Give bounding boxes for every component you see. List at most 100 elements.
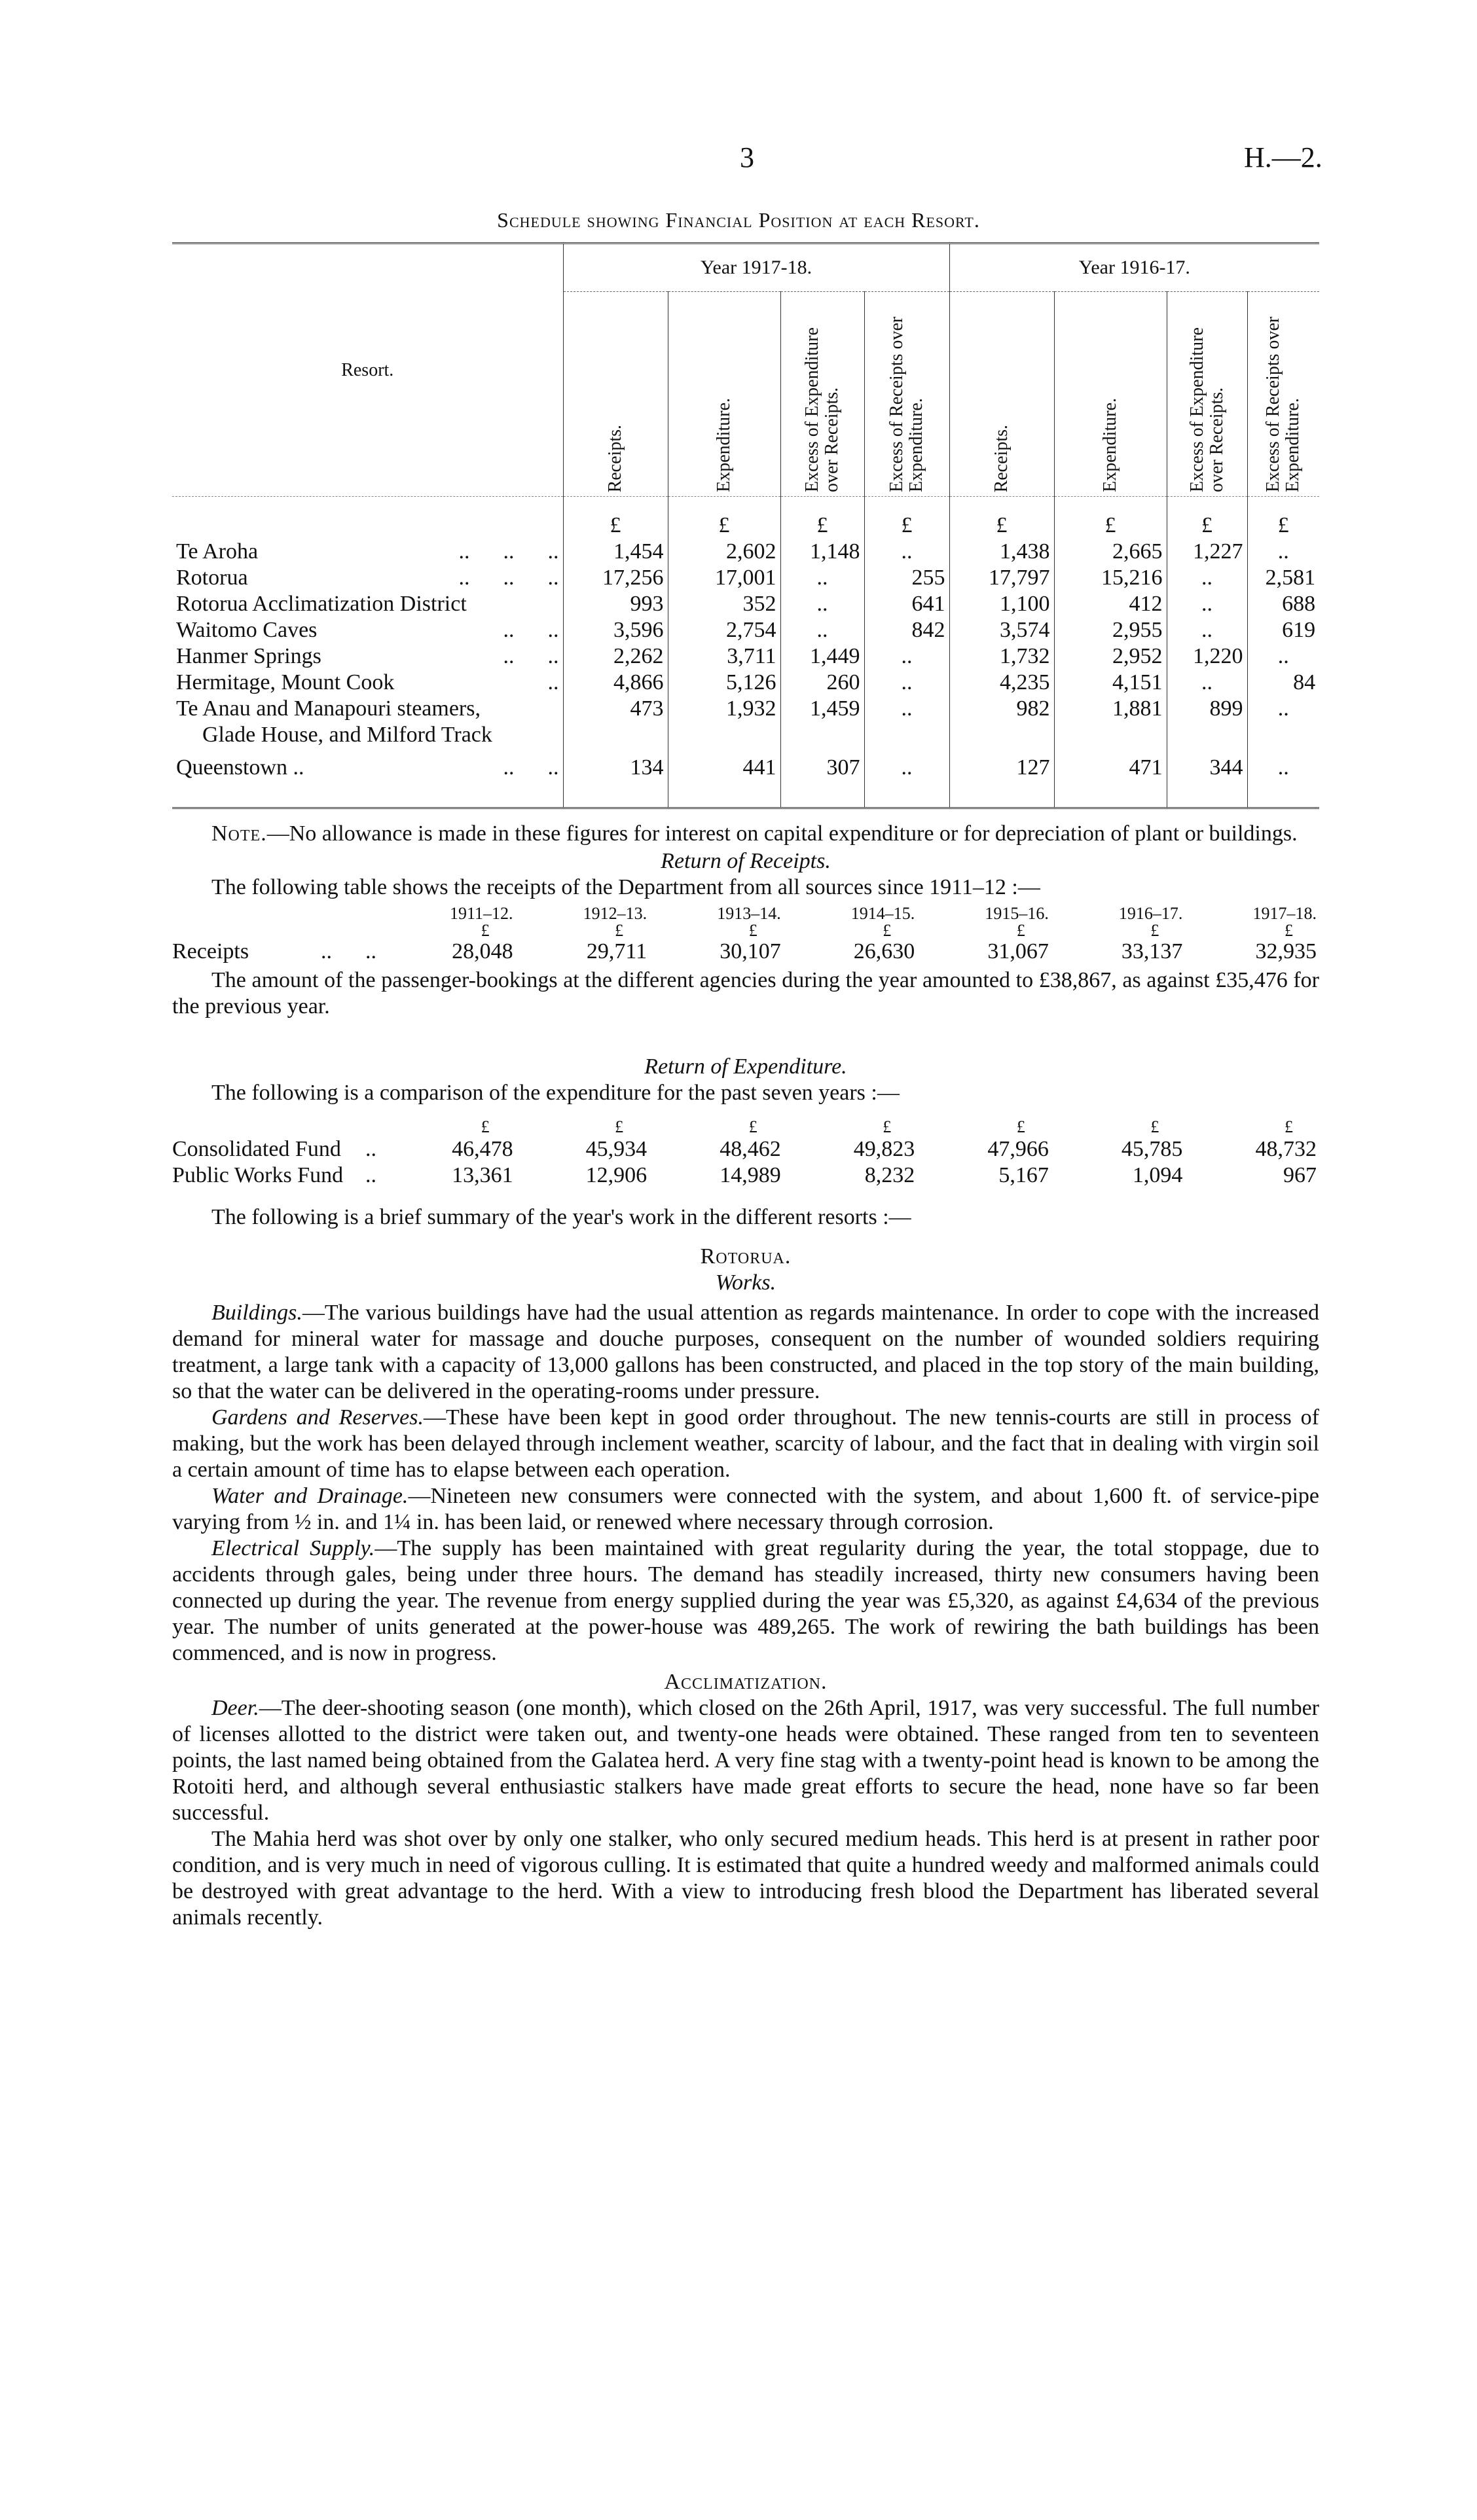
column-header-text: Receipts. [991,424,1012,492]
value-cell: 8,232 [864,1162,915,1187]
value-cell: 2,262 [562,643,668,670]
paragraph-text: The Mahia herd was shot over by only one… [172,1826,1319,1930]
value-cell: 982 [949,695,1055,748]
paragraph-lead: Deer. [211,1695,259,1720]
year-header: 1916–17. [1118,903,1183,923]
value-cell: 48,732 [1255,1136,1317,1161]
note-paragraph: Note.—No allowance is made in these figu… [172,821,1319,847]
receipts-year-headers: 1911–12. 1912–13. 1913–14. 1914–15. 1915–16.… [172,903,1319,923]
value-cell: 33,137 [1121,939,1183,963]
financial-schedule-table: Resort. Year 1917-18. Year 1916-17. Rece… [172,242,1320,809]
currency-symbol: £ [615,1117,624,1136]
expenditure-intro: The following is a comparison of the exp… [211,1080,900,1105]
currency-symbol: £ [481,1117,490,1136]
value-cell: .. [780,590,864,617]
currency-symbol: £ [883,920,892,940]
value-cell: 49,823 [853,1136,915,1161]
value-cell: 1,094 [1132,1162,1183,1187]
currency-symbol: £ [1053,496,1167,539]
value-cell: 84 [1247,669,1320,696]
value-cell: 967 [1283,1162,1317,1187]
paragraph: Buildings.—The various buildings have ha… [172,1300,1319,1405]
value-cell: 441 [667,747,780,787]
value-cell: 260 [780,669,864,696]
year-header: 1917–18. [1252,903,1317,923]
column-header-text: Excess of Receipts over Expenditure. [886,316,927,492]
paragraph: Electrical Supply.—The supply has been m… [172,1536,1319,1666]
value-cell: 26,630 [853,939,915,963]
currency-symbol: £ [562,496,668,539]
resort-name: Queenstown .. .. .. [172,748,563,787]
value-cell: 641 [864,590,950,617]
value-cell: 1,459 [780,695,864,748]
value-cell: 3,711 [667,643,780,670]
year-group-header: Year 1916-17. [949,243,1320,292]
value-cell: 47,966 [987,1136,1049,1161]
column-header-text: Expenditure. [714,398,734,492]
rotorua-paragraphs: Buildings.—The various buildings have ha… [172,1300,1319,1666]
value-cell: 14,989 [720,1162,781,1187]
column-header: Receipts. [562,291,668,496]
value-cell: 3,596 [562,617,668,643]
value-cell: .. [864,538,950,565]
currency-symbol: £ [748,920,757,940]
value-cell: .. [780,617,864,643]
resort-name-text: Hanmer Springs [176,643,321,668]
paragraph-text: —The supply has been maintained with gre… [172,1536,1319,1665]
currency-symbol: £ [667,496,780,539]
value-cell: .. [1247,538,1320,565]
value-cell: 899 [1166,695,1248,748]
value-cell: 1,454 [562,538,668,565]
year-header: 1911–12. [450,903,513,923]
value-cell: 1,148 [780,538,864,565]
row-label: Public Works Fund.. [172,1162,382,1189]
paragraph-text: —Nineteen new consumers were connected w… [172,1483,1319,1534]
expenditure-heading: Return of Expenditure. [644,1054,847,1079]
value-cell: 344 [1166,747,1248,787]
year-header: 1914–15. [850,903,915,923]
column-header: Expenditure. [667,291,780,496]
expenditure-rows: Consolidated Fund.. 46,478 45,934 48,462 49,… [172,1136,1319,1189]
value-cell: 412 [1053,590,1167,617]
currency-symbol: £ [1247,496,1320,539]
spacer [172,923,382,939]
paragraph-text: —The deer-shooting season (one month), w… [172,1695,1319,1825]
value-cell: .. [864,669,950,696]
resort-name: Hermitage, Mount Cook.. [172,670,563,696]
resort-name-text: Waitomo Caves [176,617,318,642]
currency-symbol: £ [1016,920,1025,940]
receipts-row: Receipts .. .. 28,048 29,711 30,107 26,630 31,… [172,939,1319,965]
value-cell: .. [1166,617,1248,643]
currency-symbol: £ [1284,920,1293,940]
spacer [172,905,382,923]
resort-name: Rotorua .. .. .. [172,565,563,591]
resort-name: Waitomo Caves .. .. [172,617,563,643]
value-cell: 5,126 [667,669,780,696]
value-cell: 5,167 [998,1162,1049,1187]
works-subheading: Works. [715,1270,776,1295]
resort-name: Rotorua Acclimatization District [172,591,563,617]
column-header-text: Excess of Expenditure over Receipts. [1186,327,1227,492]
value-cell: 17,797 [949,564,1055,591]
value-cell: 993 [562,590,668,617]
value-cell: 1,100 [949,590,1055,617]
page-number: 3 [740,141,754,173]
receipts-label: Receipts .. .. [172,939,382,965]
currency-symbol: £ [481,920,490,940]
label-text: Consolidated Fund [172,1136,341,1161]
note-text: —No allowance is made in these figures f… [266,821,1298,846]
value-cell: 842 [864,617,950,643]
resort-name-text: Queenstown .. [176,755,304,780]
value-cell: 127 [949,747,1055,787]
value-cell: 1,438 [949,538,1055,565]
column-header: Excess of Receipts over Expenditure. [864,291,950,496]
column-header: Expenditure. [1053,291,1167,496]
resort-name: Hanmer Springs .. .. [172,643,563,670]
table-row: Consolidated Fund.. 46,478 45,934 48,462 49,… [172,1136,1319,1162]
acclimatization-paragraphs: Deer.—The deer-shooting season (one mont… [172,1695,1319,1931]
resort-name-text: Te Anau and Manapouri steamers, [176,696,481,721]
expenditure-currency-row: £ £ £ £ £ £ £ [172,1117,1319,1136]
receipts-currency-row: £ £ £ £ £ £ £ [172,920,1319,940]
label-text: Receipts [172,939,249,963]
leader-dots: .. .. [503,617,559,642]
